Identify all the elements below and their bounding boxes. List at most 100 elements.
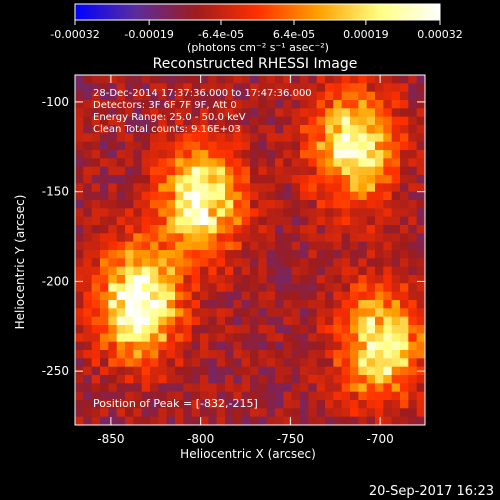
heatmap-cell: [408, 233, 418, 243]
heatmap-cell: [408, 350, 418, 359]
heatmap-cell: [83, 391, 93, 401]
heatmap-cell: [266, 316, 276, 326]
heatmap-cell: [408, 316, 418, 326]
heatmap-cell: [300, 208, 309, 218]
heatmap-cell: [108, 283, 118, 293]
heatmap-cell: [225, 175, 234, 184]
heatmap-cell: [183, 125, 193, 134]
heatmap-cell: [266, 225, 276, 234]
heatmap-cell: [383, 83, 393, 93]
heatmap-cell: [300, 191, 309, 201]
heatmap-cell: [150, 83, 159, 93]
heatmap-cell: [341, 150, 351, 159]
heatmap-cell: [316, 333, 326, 343]
heatmap-cell: [83, 366, 93, 376]
heatmap-cell: [266, 375, 276, 384]
heatmap-cell: [125, 125, 134, 134]
heatmap-cell: [266, 383, 276, 393]
heatmap-cell: [366, 216, 376, 226]
heatmap-cell: [350, 358, 359, 368]
heatmap-cell: [208, 383, 218, 393]
heatmap-cell: [175, 233, 184, 243]
heatmap-cell: [125, 191, 134, 201]
heatmap-cell: [208, 91, 218, 101]
heatmap-cell: [75, 408, 84, 418]
heatmap-cell: [341, 91, 351, 101]
heatmap-cell: [408, 141, 418, 151]
heatmap-cell: [125, 200, 134, 209]
heatmap-cell: [291, 83, 301, 93]
heatmap-cell: [116, 241, 126, 251]
heatmap-cell: [116, 133, 126, 143]
heatmap-cell: [350, 266, 359, 276]
heatmap-cell: [358, 358, 368, 368]
heatmap-cell: [158, 250, 168, 259]
colorbar-tick-label: 0.00032: [417, 28, 463, 41]
heatmap-cell: [250, 391, 259, 401]
heatmap-cell: [133, 258, 143, 268]
heatmap-cell: [108, 325, 118, 334]
heatmap-cell: [308, 150, 318, 159]
heatmap-cell: [83, 416, 93, 426]
heatmap-cell: [375, 225, 384, 234]
heatmap-cell: [225, 108, 234, 118]
heatmap-cell: [366, 308, 376, 318]
heatmap-cell: [133, 391, 143, 401]
heatmap-cell: [250, 300, 259, 309]
heatmap-cell: [308, 350, 318, 359]
heatmap-cell: [300, 366, 309, 376]
heatmap-cell: [150, 333, 159, 343]
heatmap-cell: [375, 308, 384, 318]
heatmap-cell: [191, 216, 201, 226]
heatmap-cell: [375, 283, 384, 293]
heatmap-cell: [408, 116, 418, 126]
heatmap-cell: [241, 350, 251, 359]
heatmap-cell: [208, 116, 218, 126]
heatmap-cell: [291, 408, 301, 418]
heatmap-cell: [283, 341, 293, 351]
heatmap-cell: [166, 283, 176, 293]
heatmap-cell: [366, 258, 376, 268]
heatmap-cell: [233, 383, 243, 393]
heatmap-cell: [366, 350, 376, 359]
heatmap-cell: [175, 308, 184, 318]
heatmap-cell: [400, 283, 409, 293]
heatmap-cell: [316, 266, 326, 276]
heatmap-cell: [333, 316, 343, 326]
heatmap-cell: [225, 233, 234, 243]
heatmap-cell: [208, 125, 218, 134]
heatmap-cell: [350, 133, 359, 143]
heatmap-cell: [408, 100, 418, 109]
heatmap-cell: [166, 350, 176, 359]
heatmap-cell: [91, 333, 101, 343]
heatmap-cell: [308, 333, 318, 343]
x-tick-label: -850: [97, 432, 124, 446]
heatmap-cell: [166, 241, 176, 251]
heatmap-cell: [383, 366, 393, 376]
heatmap-cell: [100, 133, 109, 143]
heatmap-cell: [208, 183, 218, 193]
heatmap-cell: [175, 100, 184, 109]
heatmap-cell: [241, 383, 251, 393]
heatmap-cell: [150, 183, 159, 193]
heatmap-cell: [166, 325, 176, 334]
heatmap-cell: [175, 225, 184, 234]
heatmap-cell: [300, 266, 309, 276]
heatmap-cell: [166, 316, 176, 326]
heatmap-cell: [233, 133, 243, 143]
heatmap-cell: [400, 341, 409, 351]
colorbar-tick-label: -6.4e-05: [198, 28, 244, 41]
heatmap-cell: [150, 316, 159, 326]
heatmap-cell: [83, 183, 93, 193]
heatmap-cell: [75, 383, 84, 393]
heatmap-cell: [133, 308, 143, 318]
heatmap-cell: [141, 133, 151, 143]
heatmap-cell: [300, 400, 309, 409]
heatmap-cell: [275, 283, 284, 293]
heatmap-cell: [391, 158, 401, 168]
heatmap-cell: [133, 233, 143, 243]
heatmap-cell: [366, 108, 376, 118]
heatmap-cell: [341, 175, 351, 184]
heatmap-cell: [400, 75, 409, 84]
heatmap-cell: [291, 216, 301, 226]
